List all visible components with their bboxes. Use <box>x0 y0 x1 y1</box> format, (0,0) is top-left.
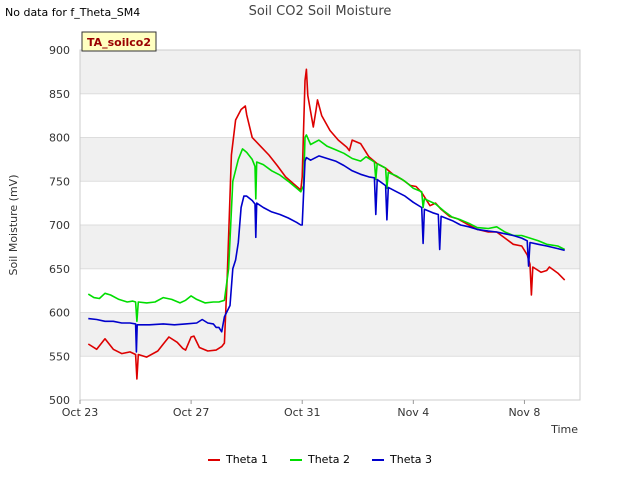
x-tick-label: Nov 8 <box>508 406 540 419</box>
y-tick-label: 600 <box>49 307 70 320</box>
y-tick-label: 700 <box>49 219 70 232</box>
y-tick-label: 900 <box>49 44 70 57</box>
chart-title: Soil CO2 Soil Moisture <box>249 4 392 19</box>
grid-band <box>80 312 580 357</box>
y-axis-label: Soil Moisture (mV) <box>7 175 20 276</box>
legend-item-theta-2: Theta 2 <box>289 453 350 466</box>
legend-label: Theta 3 <box>390 453 433 466</box>
x-tick-label: Oct 31 <box>284 406 321 419</box>
legend-item-theta-1: Theta 1 <box>207 453 268 466</box>
series-line-theta-3 <box>88 155 565 353</box>
y-tick-label: 850 <box>49 88 70 101</box>
x-tick-label: Oct 27 <box>173 406 210 419</box>
y-tick-label: 650 <box>49 263 70 276</box>
chart-legend: Theta 1 Theta 2 Theta 3 <box>0 453 640 466</box>
y-tick-label: 750 <box>49 175 70 188</box>
y-tick-label: 500 <box>49 394 70 407</box>
plot-frame <box>79 49 581 401</box>
x-tick-label: Oct 23 <box>62 406 99 419</box>
grid-band <box>80 50 580 94</box>
legend-item-theta-3: Theta 3 <box>372 453 432 466</box>
tag-box <box>81 31 157 52</box>
x-tick-label: Nov 4 <box>397 406 429 419</box>
y-tick-label: 550 <box>49 350 70 363</box>
x-axis-label: Time <box>550 423 578 436</box>
legend-swatch <box>289 458 302 461</box>
no-data-notice: No data for f_Theta_SM4 <box>5 6 141 19</box>
y-tick-label: 800 <box>49 132 70 145</box>
legend-label: Theta 1 <box>225 453 268 466</box>
legend-label: Theta 2 <box>307 453 350 466</box>
tag-label: TA_soilco2 <box>87 36 151 49</box>
legend-swatch <box>372 458 384 461</box>
series-line-theta-1 <box>87 68 566 380</box>
legend-swatch <box>207 458 220 461</box>
